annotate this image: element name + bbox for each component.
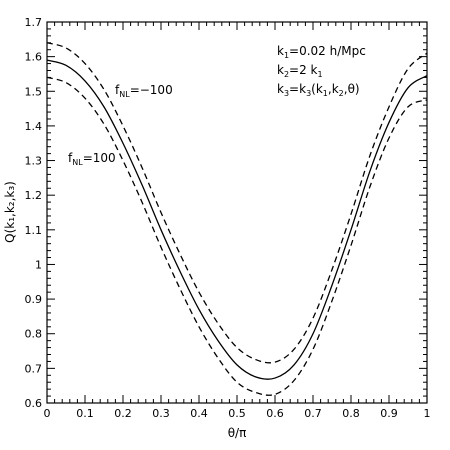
x-tick-label: 0.4 <box>190 407 208 420</box>
annotation-fnl-plus: fNL=100 <box>68 151 116 167</box>
y-tick-label: 0.6 <box>25 397 43 410</box>
y-tick-label: 1.4 <box>25 120 43 133</box>
x-tick-label: 0.9 <box>380 407 398 420</box>
x-tick-label: 0.7 <box>304 407 322 420</box>
y-tick-label: 1 <box>35 258 42 271</box>
y-tick-label: 0.8 <box>25 328 43 341</box>
x-axis-label: θ/π <box>228 426 247 440</box>
x-tick-label: 1 <box>424 407 431 420</box>
y-tick-label: 1.3 <box>25 155 43 168</box>
y-tick-label: 1.5 <box>25 85 43 98</box>
x-tick-label: 0 <box>44 407 51 420</box>
series-lines <box>46 42 428 396</box>
plot-frame <box>46 21 428 404</box>
series-line-dashed-1 <box>46 42 428 364</box>
y-tick-label: 1.1 <box>25 224 43 237</box>
y-axis-label: Q(k₁,k₂,k₃) <box>3 181 17 243</box>
annotation-k2: k2=2 k1 <box>277 63 323 79</box>
annotation-k1: k1=0.02 h/Mpc <box>277 44 366 60</box>
series-line-solid <box>46 59 428 380</box>
x-tick-label: 0.5 <box>228 407 246 420</box>
y-tick-label: 1.7 <box>25 16 43 29</box>
x-tick-label: 0.3 <box>152 407 170 420</box>
series-line-dashed-2 <box>46 76 428 396</box>
y-tick-label: 0.7 <box>25 362 43 375</box>
x-tick-label: 0.8 <box>342 407 360 420</box>
x-tick-label: 0.2 <box>114 407 132 420</box>
x-tick-label: 0.1 <box>76 407 94 420</box>
annotation-k3: k3=k3(k1,k2,θ) <box>277 82 360 98</box>
y-tick-label: 1.2 <box>25 189 43 202</box>
axis-ticks: 0 0.1 0.2 0.3 0.4 0.5 0.6 0.7 0.8 0.9 1 0.6 0.7 0.8 0.… <box>25 16 431 420</box>
y-tick-label: 0.9 <box>25 293 43 306</box>
x-tick-label: 0.6 <box>266 407 284 420</box>
y-tick-label: 1.6 <box>25 51 43 64</box>
annotation-fnl-minus: fNL=−100 <box>115 83 173 99</box>
